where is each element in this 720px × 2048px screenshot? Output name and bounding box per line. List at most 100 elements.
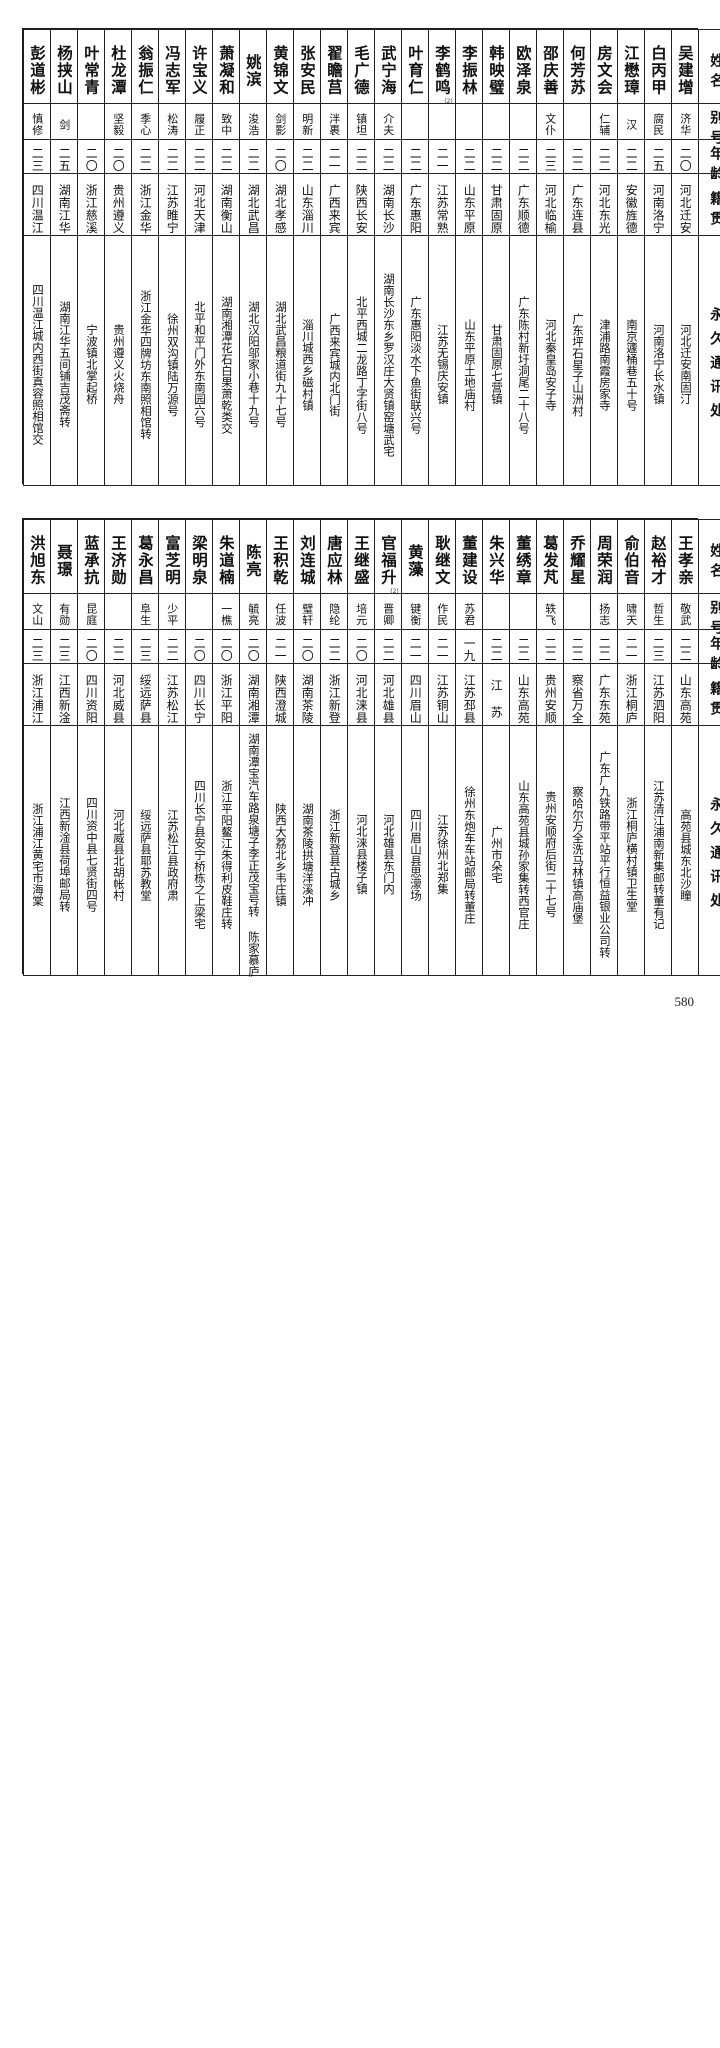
native_place-text: 河北天津	[193, 174, 205, 239]
name-text: 韩映璧	[488, 30, 504, 107]
cell-alias: 晋卿	[375, 594, 402, 630]
cell-name: 刘连城	[294, 520, 321, 594]
cell-name: 王继盛	[348, 520, 375, 594]
cell-address: 湖南湘潭花石白果萧乾类交	[213, 236, 240, 486]
cell-name: 毛广德	[348, 30, 375, 104]
cell-age: 二三	[132, 630, 159, 664]
header-label-alias: 别号	[709, 594, 720, 635]
alias-text: 阜生	[139, 594, 150, 632]
header-label-address: 永久通讯处	[709, 236, 720, 491]
age-text: 二三	[139, 630, 151, 666]
cell-alias: 啸天	[618, 594, 645, 630]
cell-address: 广东坪石星子山洲村	[564, 236, 591, 486]
cell-address: 甘肃固原七营镇	[483, 236, 510, 486]
alias-text: 腐民	[652, 104, 663, 142]
age-text: 一九	[463, 630, 475, 666]
roster-row-address: 浙江浦江黄宅市海棠江西新淦县荷埠邮局转四川资中县七贤街四号河北威县北胡帐村绥远萨…	[24, 726, 720, 976]
cell-name: 陈亮	[240, 520, 267, 594]
alias-text: 隐纶	[328, 594, 339, 632]
age-text: 二二	[382, 140, 394, 176]
name-text: 耿继文	[434, 520, 450, 597]
address-text: 江苏松江县政府肃	[166, 726, 178, 979]
cell-age: 二一	[321, 140, 348, 174]
cell-alias: 文仆	[537, 104, 564, 140]
cell-name: 李振林	[456, 30, 483, 104]
cell-alias: 扬志	[591, 594, 618, 630]
cell-native_place: 河北天津	[186, 174, 213, 236]
cell-name: 房文会	[591, 30, 618, 104]
native_place-text: 浙江浦江	[31, 664, 43, 729]
native_place-text: 察省万全	[571, 664, 583, 729]
cell-native_place: 河北迁安	[672, 174, 699, 236]
cell-name: 周荣润	[591, 520, 618, 594]
cell-address: 广东陈村新圩洞尾二十八号	[510, 236, 537, 486]
cell-address: 河北迁安南固汀	[672, 236, 699, 486]
cell-age: 二二	[456, 140, 483, 174]
native_place-text: 甘肃固原	[490, 174, 502, 239]
cell-name: 葛永昌	[132, 520, 159, 594]
cell-alias	[105, 594, 132, 630]
age-text: 二二	[139, 140, 151, 176]
cell-age: 二五	[645, 140, 672, 174]
roster-row-age: 二三二五二〇二〇二二二二二二二二二二二〇二二二一二二二二二二二一二二二二二二二三…	[24, 140, 720, 174]
cell-address: 陕西大荔北乡韦庄镇	[267, 726, 294, 976]
address-text: 河北迁安南固汀	[679, 236, 691, 489]
cell-age: 二二	[510, 630, 537, 664]
name-text: 白丙甲	[650, 30, 666, 107]
cell-age: 二二	[213, 140, 240, 174]
cell-native_place: 四川温江	[24, 174, 51, 236]
native_place-text: 河北临榆	[544, 174, 556, 239]
name-text: 黄藻	[407, 520, 423, 597]
cell-alias	[483, 594, 510, 630]
cell-native_place: 浙江桐庐	[618, 664, 645, 726]
address-text: 徐州双沟镇陆万源号	[166, 236, 178, 489]
age-text: 二三	[652, 630, 664, 666]
cell-address: 浙江桐庐横村镇卫生堂	[618, 726, 645, 976]
name-text: 刘连城	[299, 520, 315, 597]
page-number: 580	[675, 994, 695, 1010]
address-text: 湖南长沙东乡罗汉庄大贤镇窑塘武宅	[382, 236, 394, 489]
cell-name: 张安民	[294, 30, 321, 104]
alias-text: 剑影	[274, 104, 285, 142]
roster-row-name: 彭道彬杨挟山叶常青杜龙潭翁振仁冯志军许宝义萧凝和姚滨黄锦文张安民翟瞻莒毛广德武宁…	[24, 30, 720, 104]
cell-address: 绥远萨县耶苏教堂	[132, 726, 159, 976]
address-text: 广东惠阳淡水下鱼街联兴号	[409, 236, 421, 489]
alias-text: 仁辅	[598, 104, 609, 142]
cell-alias: 键衡	[402, 594, 429, 630]
cell-age: 二三	[24, 140, 51, 174]
age-text: 二二	[193, 140, 205, 176]
cell-alias: 坚毅	[105, 104, 132, 140]
native_place-text: 浙江金华	[139, 174, 151, 239]
cell-age: 二一	[618, 630, 645, 664]
cell-native_place: 广东惠阳	[402, 174, 429, 236]
header-label-age: 年龄	[709, 140, 720, 179]
cell-name: 董建设	[456, 520, 483, 594]
age-text: 二〇	[85, 630, 97, 666]
cell-address: 广东惠阳淡水下鱼街联兴号	[402, 236, 429, 486]
cell-age: 二三	[645, 630, 672, 664]
cell-native_place: 广东东苑	[591, 664, 618, 726]
native_place-text: 河北威县	[112, 664, 124, 729]
cell-alias: 镇坦	[348, 104, 375, 140]
native_place-text: 湖北武昌	[247, 174, 259, 239]
cell-native_place: 江苏铜山	[429, 664, 456, 726]
native_place-text: 江苏泗阳	[652, 664, 664, 729]
native_place-text: 湖南衡山	[220, 174, 232, 239]
roster-table-body: 彭道彬杨挟山叶常青杜龙潭翁振仁冯志军许宝义萧凝和姚滨黄锦文张安民翟瞻莒毛广德武宁…	[24, 30, 720, 486]
cell-name: 王济勋	[105, 520, 132, 594]
cell-age: 二二	[132, 140, 159, 174]
cell-name: 王积乾	[267, 520, 294, 594]
cell-alias: 哲生	[645, 594, 672, 630]
cell-address: 湖南茶陵拱塘洋溪冲	[294, 726, 321, 976]
cell-native_place: 浙江浦江	[24, 664, 51, 726]
header-cell-name: 姓名	[699, 30, 720, 104]
cell-native_place: 贵州安顺	[537, 664, 564, 726]
native_place-text: 河北迁安	[679, 174, 691, 239]
cell-age: 二二	[240, 140, 267, 174]
cell-address: 四川长宁县安宁桥栋之上梁宅	[186, 726, 213, 976]
cell-name: 董绣章	[510, 520, 537, 594]
age-text: 二五	[58, 140, 70, 176]
address-text: 湖南江华五间铺吉茂斋转	[58, 236, 70, 489]
roster-row-age: 二三二三二〇二二二三二二二〇二〇二〇二一二〇二二二〇二二二一二一一九二二二二二二…	[24, 630, 720, 664]
alias-text: 文山	[31, 594, 42, 632]
